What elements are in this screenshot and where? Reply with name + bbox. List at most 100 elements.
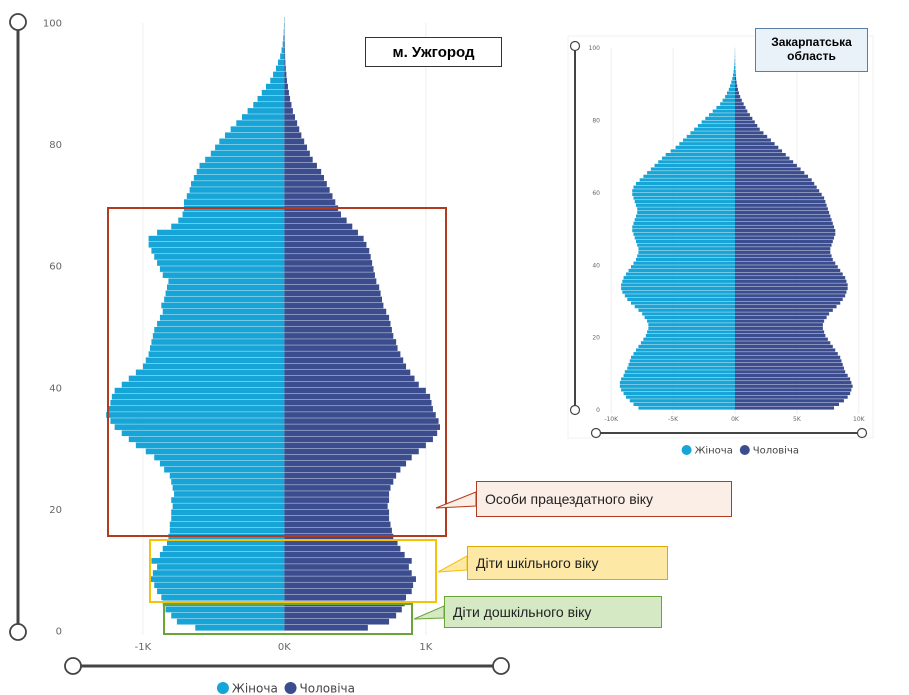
uzhhorod-y-tick-label: 80 bbox=[49, 140, 62, 151]
zakarpattia-bar-female bbox=[683, 138, 735, 142]
uzhhorod-bar-female bbox=[114, 424, 285, 430]
zakarpattia-bar-female bbox=[720, 102, 735, 106]
zakarpattia-bar-male bbox=[735, 395, 848, 399]
uzhhorod-x-slider-handle-left[interactable] bbox=[64, 657, 82, 675]
uzhhorod-bar-male bbox=[284, 418, 439, 424]
zakarpattia-bar-female bbox=[639, 178, 735, 182]
uzhhorod-bar-male bbox=[284, 260, 373, 266]
callout-school-pointer bbox=[437, 555, 468, 573]
uzhhorod-bar-female bbox=[121, 430, 285, 437]
uzhhorod-y-tick-label: 60 bbox=[49, 262, 62, 273]
zakarpattia-bar-male bbox=[735, 297, 843, 301]
zakarpattia-bar-female bbox=[670, 149, 735, 153]
uzhhorod-y-range-slider[interactable] bbox=[9, 13, 27, 641]
uzhhorod-bar-female bbox=[169, 472, 285, 479]
uzhhorod-x-tick-label: 0K bbox=[278, 642, 291, 653]
uzhhorod-bar-male bbox=[284, 211, 341, 218]
zakarpattia-bar-female bbox=[733, 69, 735, 73]
zakarpattia-bar-female bbox=[627, 297, 735, 301]
uzhhorod-bar-female bbox=[257, 95, 285, 102]
uzhhorod-bar-female bbox=[168, 278, 285, 285]
uzhhorod-bar-female bbox=[219, 138, 285, 145]
uzhhorod-bar-male bbox=[284, 582, 414, 589]
zakarpattia-bar-male bbox=[735, 312, 830, 316]
zakarpattia-bar-male bbox=[735, 315, 827, 320]
zakarpattia-bar-female bbox=[654, 163, 735, 168]
zakarpattia-bar-female bbox=[634, 200, 735, 204]
uzhhorod-bar-male bbox=[284, 393, 431, 400]
uzhhorod-bar-male bbox=[284, 351, 401, 357]
uzhhorod-bar-male bbox=[284, 551, 405, 558]
uzhhorod-bar-female bbox=[150, 345, 285, 351]
uzhhorod-bar-male bbox=[284, 83, 288, 90]
zakarpattia-y-slider-handle-bottom[interactable] bbox=[569, 404, 581, 416]
uzhhorod-x-range-slider[interactable] bbox=[64, 657, 510, 675]
zakarpattia-bar-female bbox=[637, 254, 735, 258]
zakarpattia-bar-male bbox=[735, 236, 835, 240]
uzhhorod-bar-female bbox=[210, 150, 285, 157]
zakarpattia-bar-female bbox=[686, 134, 735, 139]
uzhhorod-bar-female bbox=[189, 187, 285, 193]
zakarpattia-legend-label-male: Чоловіча bbox=[753, 445, 799, 457]
uzhhorod-y-slider-handle-bottom[interactable] bbox=[9, 623, 27, 641]
zakarpattia-bar-male bbox=[735, 333, 826, 338]
uzhhorod-bar-female bbox=[121, 381, 285, 388]
uzhhorod-bar-male bbox=[284, 102, 292, 108]
zakarpattia-bar-male bbox=[735, 388, 852, 392]
uzhhorod-bar-female bbox=[157, 229, 285, 236]
uzhhorod-bar-female bbox=[145, 357, 285, 364]
uzhhorod-y-tick-label: 20 bbox=[49, 505, 62, 516]
callout-preschool-age: Діти дошкільного віку bbox=[444, 596, 662, 628]
zakarpattia-bar-male bbox=[735, 203, 827, 207]
zakarpattia-x-slider-handle-left[interactable] bbox=[590, 427, 602, 439]
uzhhorod-bar-female bbox=[196, 168, 285, 175]
uzhhorod-bar-female bbox=[186, 193, 285, 199]
zakarpattia-bar-male bbox=[735, 196, 825, 200]
uzhhorod-bar-female bbox=[166, 284, 285, 291]
zakarpattia-bar-male bbox=[735, 116, 753, 120]
uzhhorod-bar-male bbox=[284, 59, 286, 66]
uzhhorod-bar-female bbox=[171, 515, 285, 522]
zakarpattia-bar-female bbox=[631, 301, 735, 305]
zakarpattia-bar-male bbox=[735, 167, 801, 171]
uzhhorod-bar-female bbox=[128, 436, 285, 443]
zakarpattia-bar-female bbox=[634, 236, 735, 240]
uzhhorod-bar-female bbox=[171, 479, 285, 485]
uzhhorod-bar-male bbox=[284, 503, 388, 509]
zakarpattia-y-slider-handle-top[interactable] bbox=[569, 40, 581, 52]
zakarpattia-x-range-slider[interactable] bbox=[590, 427, 868, 439]
uzhhorod-bar-male bbox=[284, 381, 419, 388]
uzhhorod-bar-female bbox=[171, 612, 285, 619]
zakarpattia-chart: -10K -5K 0K 5K 10K 0 20 40 60 80 100 bbox=[589, 44, 866, 423]
zakarpattia-bar-male bbox=[735, 355, 841, 359]
zakarpattia-x-slider-handle-right[interactable] bbox=[856, 427, 868, 439]
uzhhorod-bar-male bbox=[284, 588, 412, 595]
uzhhorod-bar-male bbox=[284, 65, 286, 72]
uzhhorod-bar-male bbox=[284, 594, 407, 601]
uzhhorod-bar-male bbox=[284, 114, 296, 120]
zakarpattia-y-range-slider[interactable] bbox=[569, 40, 581, 416]
zakarpattia-y-tick-label: 80 bbox=[592, 118, 600, 125]
zakarpattia-bar-male bbox=[735, 301, 841, 305]
uzhhorod-bar-male bbox=[284, 539, 398, 546]
zakarpattia-bar-female bbox=[629, 359, 735, 363]
zakarpattia-bar-female bbox=[730, 84, 735, 88]
uzhhorod-bar-male bbox=[284, 296, 383, 303]
uzhhorod-bar-male bbox=[284, 448, 419, 455]
zakarpattia-bar-female bbox=[632, 225, 735, 229]
uzhhorod-bar-female bbox=[157, 588, 285, 595]
zakarpattia-bar-female bbox=[635, 257, 735, 262]
zakarpattia-bar-male bbox=[735, 171, 805, 175]
zakarpattia-bar-male bbox=[735, 243, 832, 247]
uzhhorod-x-slider-handle-right[interactable] bbox=[492, 657, 510, 675]
uzhhorod-y-slider-handle-top[interactable] bbox=[9, 13, 27, 31]
uzhhorod-bar-male bbox=[284, 150, 310, 157]
zakarpattia-bar-female bbox=[634, 218, 735, 222]
zakarpattia-bar-male bbox=[735, 84, 738, 88]
uzhhorod-bar-female bbox=[135, 442, 285, 449]
uzhhorod-bar-male bbox=[284, 466, 401, 473]
uzhhorod-bar-male bbox=[284, 375, 415, 382]
uzhhorod-bar-male bbox=[284, 339, 397, 345]
uzhhorod-legend-marker-female bbox=[216, 682, 229, 694]
uzhhorod-bar-female bbox=[159, 460, 285, 467]
